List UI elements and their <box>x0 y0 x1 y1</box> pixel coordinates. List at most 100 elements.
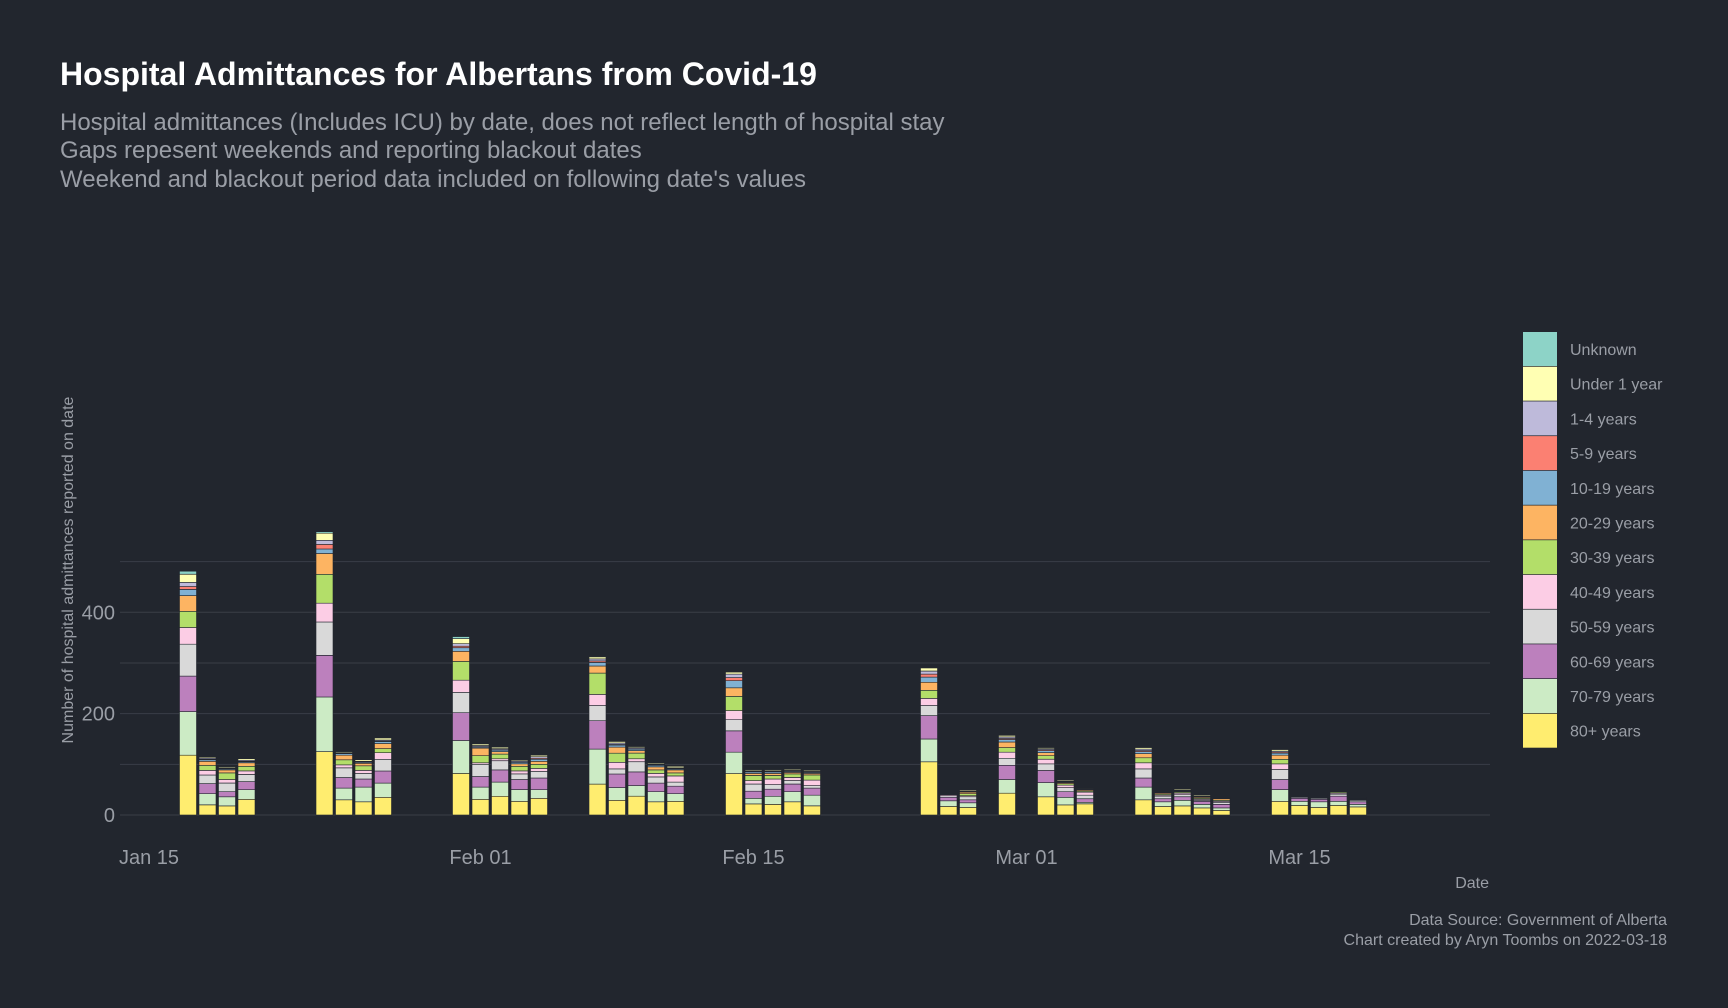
x-tick-label: Jan 15 <box>119 847 179 869</box>
bar-segment <box>920 673 938 678</box>
legend-label: 40-49 years <box>1570 585 1655 602</box>
bar-segment <box>315 621 334 656</box>
bar-segment <box>666 772 685 777</box>
bar-stack <box>1134 747 1153 816</box>
y-tick-label: 400 <box>82 602 115 624</box>
bar-segment <box>374 743 392 749</box>
bar-stack <box>1310 794 1328 816</box>
bar-segment <box>510 763 529 767</box>
bar-segment <box>588 705 607 721</box>
bar-stack <box>452 636 470 816</box>
bar-stack <box>764 769 782 816</box>
legend-swatch <box>1523 332 1557 366</box>
bar-segment <box>1134 768 1153 779</box>
bar-segment <box>998 741 1016 748</box>
bar-stack <box>588 656 607 816</box>
bar-segment <box>1349 804 1367 808</box>
bar-segment <box>510 779 529 790</box>
bar-segment <box>335 754 353 761</box>
bar-segment <box>1193 807 1211 816</box>
bar-segment <box>1271 754 1289 760</box>
bar-segment <box>530 768 548 772</box>
bar-segment <box>647 776 665 784</box>
bar-segment <box>588 656 607 660</box>
bar-segment <box>764 795 782 805</box>
bar-segment <box>510 765 529 772</box>
bar-segment <box>1134 747 1153 750</box>
bar-segment <box>920 681 938 691</box>
bar-segment <box>452 636 470 639</box>
bar-segment <box>920 676 938 683</box>
bar-segment <box>218 779 236 784</box>
bar-segment <box>179 675 197 712</box>
bar-segment <box>510 773 529 780</box>
bar-segment <box>725 710 743 720</box>
chart-subtitle-line-1: Hospital admittances (Includes ICU) by d… <box>60 109 944 136</box>
bar-segment <box>608 761 626 770</box>
bar-segment <box>1271 769 1289 780</box>
x-tick-label: Feb 15 <box>722 847 784 869</box>
bar-segment <box>510 759 529 762</box>
bar-segment <box>803 779 821 786</box>
bar-segment <box>744 797 763 805</box>
bar-stack <box>1271 749 1289 816</box>
bar-segment <box>588 662 607 667</box>
bar-stack <box>354 759 373 816</box>
bar-stack <box>491 746 509 816</box>
bar-segment <box>374 770 392 784</box>
bar-segment <box>666 781 685 787</box>
bar-segment <box>666 769 685 774</box>
bar-segment <box>1134 762 1153 770</box>
bar-segment <box>764 804 782 816</box>
bar-segment <box>666 775 685 783</box>
bar-segment <box>920 667 938 672</box>
bar-segment <box>783 780 802 785</box>
bar-stack <box>530 754 548 816</box>
bar-segment <box>608 768 626 775</box>
bar-segment <box>744 803 763 816</box>
bar-segment <box>179 586 197 590</box>
bar-segment <box>647 791 665 803</box>
bar-stack <box>608 741 626 816</box>
x-axis-title: Date <box>1455 875 1489 892</box>
bar-segment <box>354 765 373 771</box>
bar-segment <box>725 673 743 678</box>
bar-stack <box>1329 789 1348 816</box>
bar-segment <box>530 760 548 765</box>
bar-segment <box>1349 806 1367 816</box>
bar-segment <box>452 638 470 644</box>
bar-segment <box>998 739 1016 743</box>
bar-segment <box>725 680 743 689</box>
bar-segment <box>315 532 334 541</box>
legend-swatch <box>1523 679 1557 713</box>
bar-segment <box>1037 747 1055 749</box>
bar-segment <box>1154 798 1172 803</box>
bar-segment <box>1212 804 1231 809</box>
bar-segment <box>725 719 743 732</box>
bar-stack <box>1037 747 1055 816</box>
bar-segment <box>803 794 821 807</box>
bar-segment <box>471 776 490 788</box>
bar-segment <box>1310 794 1328 796</box>
bar-segment <box>1037 752 1055 757</box>
bar-stack <box>237 758 256 816</box>
bar-segment <box>1134 777 1153 788</box>
bar-stack <box>510 759 529 816</box>
bar-segment <box>998 751 1016 759</box>
bar-segment <box>335 787 353 801</box>
bar-segment <box>783 783 802 792</box>
bar-segment <box>783 791 802 803</box>
bar-segment <box>959 807 977 816</box>
bar-segment <box>218 766 236 769</box>
bar-segment <box>374 758 392 772</box>
bar-segment <box>1310 807 1328 816</box>
x-tick-label: Mar 15 <box>1268 847 1330 869</box>
bar-segment <box>1154 795 1172 800</box>
bar-segment <box>783 773 802 778</box>
legend-swatch <box>1523 713 1557 748</box>
bar-segment <box>647 766 665 771</box>
bar-segment <box>627 752 646 760</box>
bar-segment <box>627 761 646 773</box>
bar-segment <box>1271 758 1289 765</box>
